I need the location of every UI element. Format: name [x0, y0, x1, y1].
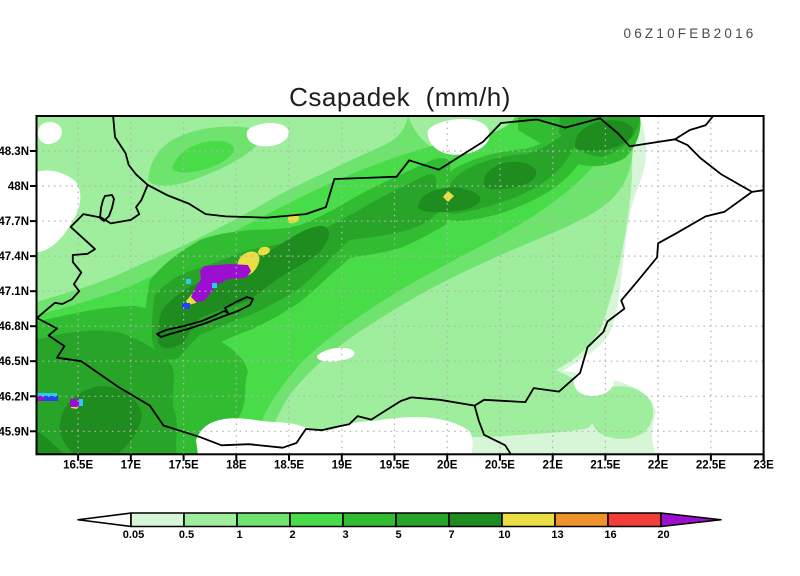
svg-text:13: 13 [551, 529, 563, 541]
svg-text:19E: 19E [332, 460, 353, 472]
svg-text:21E: 21E [542, 460, 563, 472]
svg-text:16.5E: 16.5E [63, 460, 93, 472]
svg-text:47.7N: 47.7N [0, 216, 29, 228]
svg-text:23E: 23E [753, 460, 774, 472]
svg-text:22.5E: 22.5E [696, 460, 726, 472]
svg-text:0.05: 0.05 [123, 529, 144, 541]
svg-text:46.2N: 46.2N [0, 391, 29, 403]
svg-text:Csapadek (mm/h): Csapadek (mm/h) [289, 82, 511, 112]
svg-text:45.9N: 45.9N [0, 426, 29, 438]
svg-text:10: 10 [498, 529, 510, 541]
svg-text:1: 1 [236, 529, 242, 541]
svg-text:47.1N: 47.1N [0, 286, 29, 298]
svg-text:19.5E: 19.5E [379, 460, 409, 472]
svg-text:20: 20 [657, 529, 669, 541]
svg-text:2: 2 [289, 529, 295, 541]
svg-text:06Z10FEB2016: 06Z10FEB2016 [624, 26, 757, 41]
svg-text:48.3N: 48.3N [0, 146, 29, 158]
svg-text:46.8N: 46.8N [0, 321, 29, 333]
svg-text:17E: 17E [121, 460, 142, 472]
svg-text:47.4N: 47.4N [0, 251, 29, 263]
svg-text:17.5E: 17.5E [169, 460, 199, 472]
svg-text:18.5E: 18.5E [274, 460, 304, 472]
svg-text:0.5: 0.5 [179, 529, 194, 541]
svg-text:5: 5 [395, 529, 401, 541]
svg-text:48N: 48N [8, 181, 29, 193]
svg-text:16: 16 [604, 529, 616, 541]
svg-text:46.5N: 46.5N [0, 356, 29, 368]
svg-text:20E: 20E [437, 460, 458, 472]
svg-text:18E: 18E [226, 460, 247, 472]
svg-text:3: 3 [342, 529, 348, 541]
svg-text:20.5E: 20.5E [485, 460, 515, 472]
svg-text:21.5E: 21.5E [590, 460, 620, 472]
svg-text:7: 7 [448, 529, 454, 541]
svg-text:22E: 22E [648, 460, 669, 472]
